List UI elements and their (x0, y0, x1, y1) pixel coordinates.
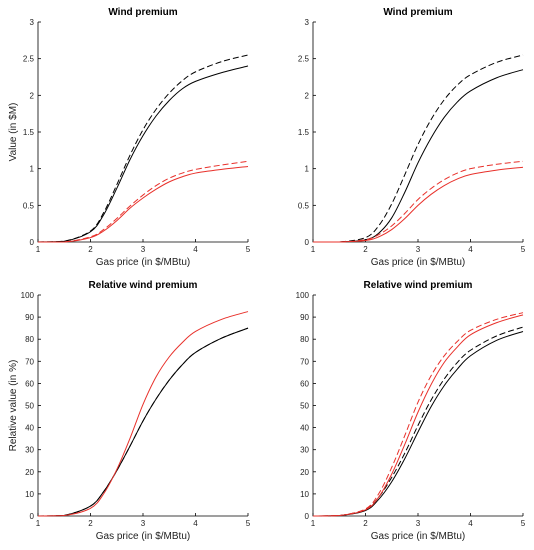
y-tick-label: 0.5 (298, 201, 310, 210)
series-line-3 (312, 166, 524, 243)
chart-title: Wind premium (108, 7, 177, 18)
axis-lines (37, 22, 248, 243)
y-tick-label: 80 (300, 335, 309, 344)
x-tick-label: 5 (521, 245, 526, 254)
x-tick-label: 4 (468, 245, 473, 254)
series-line-1 (312, 69, 524, 243)
y-tick-label: 90 (25, 313, 34, 322)
series-line-2 (312, 54, 524, 243)
y-tick-label: 30 (25, 446, 34, 455)
y-tick-label: 30 (300, 446, 309, 455)
y-tick-label: 2 (30, 91, 35, 100)
x-axis-label: Gas price (in $/MBtu) (371, 257, 465, 268)
x-tick-label: 2 (88, 519, 93, 528)
axis-lines (312, 295, 523, 517)
series-line-2 (312, 326, 524, 517)
y-axis-label: Relative value (in %) (8, 360, 19, 452)
chart-title: Wind premium (383, 7, 452, 18)
y-tick-label: 20 (25, 468, 34, 477)
y-tick-label: 0 (30, 512, 35, 521)
chart-title: Relative wind premium (364, 280, 473, 291)
y-tick-label: 20 (300, 468, 309, 477)
x-tick-label: 1 (36, 245, 41, 254)
x-tick-label: 1 (311, 245, 316, 254)
y-tick-label: 0 (305, 512, 310, 521)
x-tick-label: 3 (141, 519, 146, 528)
x-tick-label: 2 (363, 519, 368, 528)
chart-panel-1: 1 2 3 4 5 0 0.5 1 1.5 2 2.5 3 Wind premium Gas price … (8, 7, 251, 268)
series-line-1 (37, 327, 249, 517)
x-axis-label: Gas price (in $/MBtu) (96, 531, 190, 542)
series-line-2 (37, 327, 249, 517)
x-tick-label: 5 (521, 519, 526, 528)
y-tick-label: 80 (25, 335, 34, 344)
y-tick-label: 70 (25, 357, 34, 366)
y-tick-label: 40 (300, 424, 309, 433)
chart-panel-2: 1 2 3 4 5 0 0.5 1 1.5 2 2.5 3 Wind premium Gas price … (298, 7, 526, 268)
axis-lines (312, 22, 523, 243)
y-tick-label: 10 (25, 490, 34, 499)
y-tick-label: 60 (25, 379, 34, 388)
series-line-4 (312, 160, 524, 243)
series-line-4 (37, 160, 249, 243)
x-tick-label: 1 (36, 519, 41, 528)
y-tick-label: 1 (30, 165, 35, 174)
y-tick-label: 0.5 (23, 201, 35, 210)
x-tick-label: 3 (416, 245, 421, 254)
y-tick-label: 2 (305, 91, 310, 100)
y-tick-label: 70 (300, 357, 309, 366)
y-tick-label: 2.5 (298, 55, 310, 64)
y-tick-label: 3 (305, 18, 310, 27)
y-axis-label: Value (in $M) (8, 103, 19, 162)
x-tick-label: 3 (416, 519, 421, 528)
x-tick-label: 1 (311, 519, 316, 528)
y-tick-label: 50 (25, 402, 34, 411)
x-axis-label: Gas price (in $/MBtu) (371, 531, 465, 542)
y-tick-label: 90 (300, 313, 309, 322)
x-tick-label: 4 (193, 245, 198, 254)
y-tick-label: 2.5 (23, 55, 35, 64)
chart-title: Relative wind premium (89, 280, 198, 291)
x-tick-label: 4 (468, 519, 473, 528)
series-line-3 (37, 165, 249, 243)
y-tick-label: 1.5 (298, 128, 310, 137)
x-tick-label: 3 (141, 245, 146, 254)
y-tick-label: 0 (305, 238, 310, 247)
y-tick-label: 50 (300, 402, 309, 411)
y-tick-label: 100 (21, 291, 35, 300)
x-tick-label: 4 (193, 519, 198, 528)
x-tick-label: 2 (88, 245, 93, 254)
x-tick-label: 5 (246, 245, 251, 254)
y-tick-label: 40 (25, 424, 34, 433)
y-tick-label: 3 (30, 18, 35, 27)
y-tick-label: 1.5 (23, 128, 35, 137)
y-tick-label: 10 (300, 490, 309, 499)
series-line-3 (37, 311, 249, 517)
series-line-1 (312, 330, 524, 517)
y-tick-label: 1 (305, 165, 310, 174)
x-tick-label: 5 (246, 519, 251, 528)
series-line-2 (37, 54, 249, 243)
series-line-4 (312, 312, 524, 517)
x-tick-label: 2 (363, 245, 368, 254)
x-axis-label: Gas price (in $/MBtu) (96, 257, 190, 268)
y-tick-label: 100 (296, 291, 310, 300)
y-tick-label: 0 (30, 238, 35, 247)
series-line-1 (37, 65, 249, 243)
series-line-3 (312, 314, 524, 517)
y-tick-label: 60 (300, 379, 309, 388)
